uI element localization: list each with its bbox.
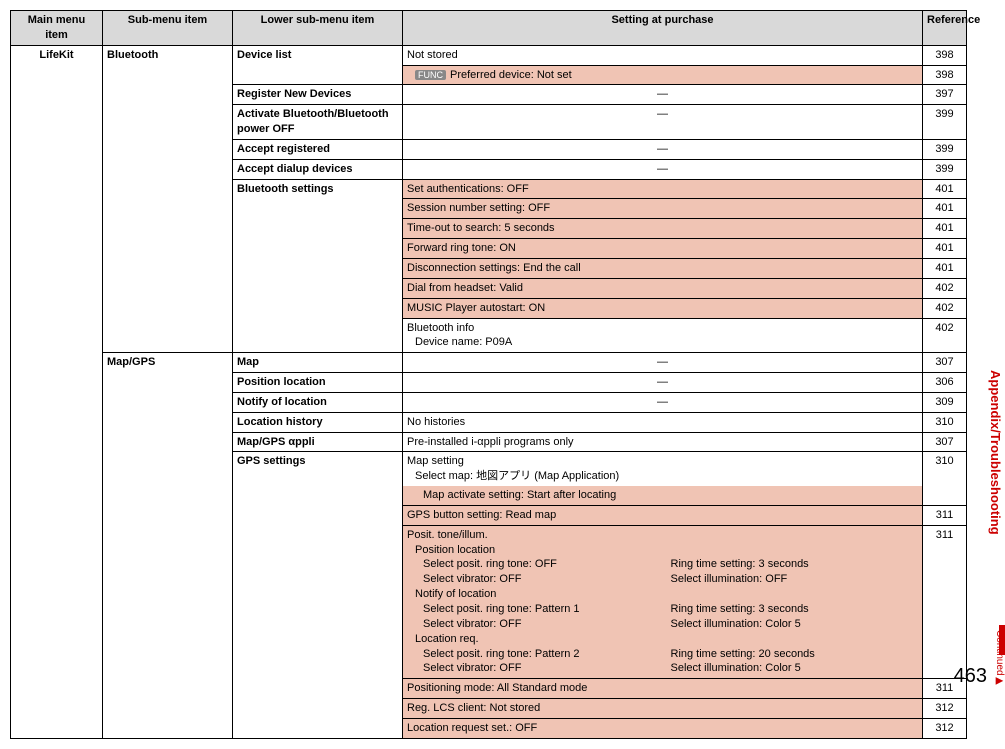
setting-dash: — [403, 353, 923, 373]
setting-positioning-mode: Positioning mode: All Standard mode [403, 679, 923, 699]
setting-not-stored: Not stored [403, 45, 923, 65]
ref-310b: 310 [923, 452, 967, 506]
lower-activate-bt: Activate Bluetooth/Bluetooth power OFF [233, 105, 403, 140]
ref-399c: 399 [923, 159, 967, 179]
header-ref: Reference [923, 11, 967, 46]
ref-401d: 401 [923, 239, 967, 259]
ref-402b: 402 [923, 298, 967, 318]
ref-306: 306 [923, 373, 967, 393]
setting-forward-ring: Forward ring tone: ON [403, 239, 923, 259]
lower-appli: Map/GPS αppli [233, 432, 403, 452]
lower-gps-settings: GPS settings [233, 452, 403, 738]
ref-311a: 311 [923, 505, 967, 525]
ref-307a: 307 [923, 353, 967, 373]
setting-dash: — [403, 373, 923, 393]
ref-309: 309 [923, 392, 967, 412]
func-badge: FUNC [415, 70, 446, 81]
setting-reg-lcs: Reg. LCS client: Not stored [403, 699, 923, 719]
setting-dash: — [403, 139, 923, 159]
ref-399b: 399 [923, 139, 967, 159]
continued-arrow-icon: ▶ [994, 676, 1005, 687]
ref-312b: 312 [923, 718, 967, 738]
header-lower: Lower sub-menu item [233, 11, 403, 46]
setting-preferred-device: FUNCPreferred device: Not set [403, 65, 923, 85]
header-row: Main menu item Sub-menu item Lower sub-m… [11, 11, 967, 46]
lower-map: Map [233, 353, 403, 373]
ref-398a: 398 [923, 45, 967, 65]
header-main: Main menu item [11, 11, 103, 46]
lower-history: Location history [233, 412, 403, 432]
continued-label: Continued▶ [994, 630, 1005, 687]
setting-no-histories: No histories [403, 412, 923, 432]
setting-map-setting: Map setting Select map: 地図アプリ (Map Appli… [403, 452, 923, 506]
page-number: 463 [954, 665, 987, 688]
ref-401e: 401 [923, 258, 967, 278]
ref-401c: 401 [923, 219, 967, 239]
header-setting: Setting at purchase [403, 11, 923, 46]
ref-310a: 310 [923, 412, 967, 432]
ref-311b: 311 [923, 525, 967, 678]
setting-posit-tone: Posit. tone/illum. Position location Sel… [403, 525, 923, 678]
ref-312a: 312 [923, 699, 967, 719]
setting-music-auto: MUSIC Player autostart: ON [403, 298, 923, 318]
lower-bt-settings: Bluetooth settings [233, 179, 403, 353]
setting-dash: — [403, 85, 923, 105]
header-sub: Sub-menu item [103, 11, 233, 46]
sub-mapgps: Map/GPS [103, 353, 233, 739]
setting-loc-req-set: Location request set.: OFF [403, 718, 923, 738]
ref-401a: 401 [923, 179, 967, 199]
lower-position: Position location [233, 373, 403, 393]
setting-dial-headset: Dial from headset: Valid [403, 278, 923, 298]
ref-402c: 402 [923, 318, 967, 353]
lower-accept-reg: Accept registered [233, 139, 403, 159]
setting-preinstalled: Pre-installed i-αppli programs only [403, 432, 923, 452]
side-section-label: Appendix/Troubleshooting [988, 370, 1003, 535]
lower-notify: Notify of location [233, 392, 403, 412]
setting-timeout: Time-out to search: 5 seconds [403, 219, 923, 239]
ref-401b: 401 [923, 199, 967, 219]
setting-gps-button: GPS button setting: Read map [403, 505, 923, 525]
ref-402a: 402 [923, 278, 967, 298]
ref-307b: 307 [923, 432, 967, 452]
setting-bt-info: Bluetooth info Device name: P09A [403, 318, 923, 353]
ref-398b: 398 [923, 65, 967, 85]
ref-397: 397 [923, 85, 967, 105]
ref-399a: 399 [923, 105, 967, 140]
setting-session-num: Session number setting: OFF [403, 199, 923, 219]
setting-disconnect: Disconnection settings: End the call [403, 258, 923, 278]
lower-accept-dial: Accept dialup devices [233, 159, 403, 179]
lower-register-new: Register New Devices [233, 85, 403, 105]
main-menu-item: LifeKit [11, 45, 103, 738]
setting-dash: — [403, 159, 923, 179]
setting-dash: — [403, 105, 923, 140]
settings-table: Main menu item Sub-menu item Lower sub-m… [10, 10, 967, 739]
lower-device-list: Device list [233, 45, 403, 85]
sub-bluetooth: Bluetooth [103, 45, 233, 353]
setting-set-auth: Set authentications: OFF [403, 179, 923, 199]
setting-dash: — [403, 392, 923, 412]
